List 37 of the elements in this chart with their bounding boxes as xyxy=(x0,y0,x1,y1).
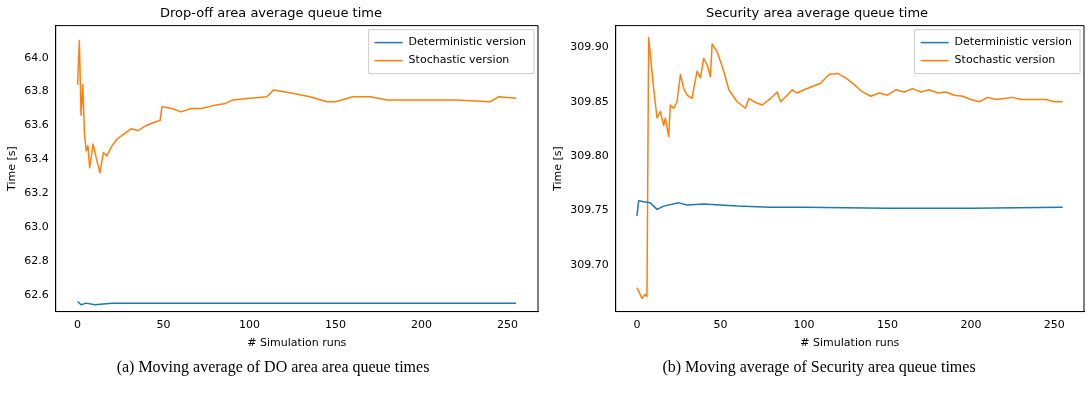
y-tick-label: 63.4 xyxy=(24,152,49,166)
y-tick-label: 309.70 xyxy=(570,257,609,271)
y-axis-title: Time [s] xyxy=(551,146,565,192)
x-tick-label: 100 xyxy=(793,318,815,332)
y-tick-label: 63.6 xyxy=(24,118,49,132)
y-tick-label: 63.2 xyxy=(24,186,49,199)
x-tick-label: 150 xyxy=(876,318,898,332)
y-tick-label: 309.80 xyxy=(570,148,609,162)
x-tick-label: 50 xyxy=(156,318,171,332)
y-tick-label: 64.0 xyxy=(24,50,49,64)
x-axis-title: # Simulation runs xyxy=(247,336,347,350)
y-tick-label: 309.85 xyxy=(570,94,609,108)
x-tick-label: 250 xyxy=(496,318,518,332)
y-tick-label: 62.8 xyxy=(24,253,49,267)
x-tick-label: 50 xyxy=(713,318,728,332)
legend-label: Stochastic version xyxy=(408,53,510,67)
x-tick-label: 200 xyxy=(960,318,982,332)
y-tick-label: 309.90 xyxy=(570,40,609,54)
text: (b) Moving average of Security area queue times xyxy=(661,358,977,376)
x-tick-label: 250 xyxy=(1043,318,1065,332)
x-tick-label: 100 xyxy=(239,318,261,332)
y-tick-label: 309.75 xyxy=(570,203,609,217)
legend-label: Stochastic version xyxy=(954,53,1056,67)
x-tick-label: 0 xyxy=(633,318,641,332)
x-axis-title: # Simulation runs xyxy=(800,336,900,350)
x-tick-label: 0 xyxy=(74,318,82,332)
y-axis-title: Time [s] xyxy=(5,146,19,192)
y-tick-label: 62.6 xyxy=(24,287,49,301)
x-tick-label: 200 xyxy=(411,318,433,332)
text: (a) Moving average of DO area area queue times xyxy=(115,358,431,376)
y-tick-label: 63.8 xyxy=(24,84,49,98)
chart-title: Security area average queue time xyxy=(705,5,929,21)
legend-label: Deterministic version xyxy=(408,35,527,49)
y-tick-label: 63.0 xyxy=(24,219,49,233)
x-tick-label: 150 xyxy=(325,318,347,332)
legend-label: Deterministic version xyxy=(954,35,1073,49)
chart-title: Drop-off area average queue time xyxy=(160,5,382,21)
